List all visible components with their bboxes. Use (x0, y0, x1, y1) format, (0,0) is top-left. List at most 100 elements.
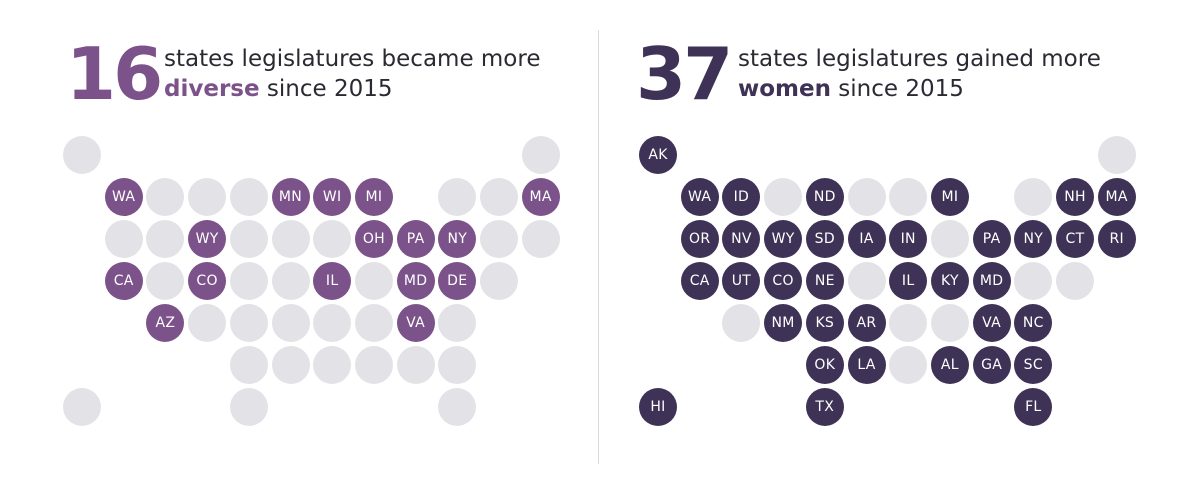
state-tile-mt (764, 178, 803, 216)
state-tile-fl: FL (1014, 388, 1053, 426)
state-tile-ny: NY (438, 220, 477, 258)
state-tile-pa: PA (396, 220, 435, 258)
state-tile-tn (889, 304, 928, 342)
state-tile-ms (313, 346, 352, 384)
state-tile-ga: GA (972, 346, 1011, 384)
state-tile-sd: SD (805, 220, 844, 258)
women-headline: states legislatures gained more women si… (738, 44, 1101, 104)
state-tile-al: AL (930, 346, 969, 384)
state-tile-me (1097, 136, 1136, 174)
state-tile-oh (930, 220, 969, 258)
state-tile-or (104, 220, 143, 258)
state-tile-mi: MI (354, 178, 393, 216)
state-tile-wy: WY (764, 220, 803, 258)
state-tile-ma: MA (521, 178, 560, 216)
state-tile-mt (188, 178, 227, 216)
state-tile-nc: NC (1014, 304, 1053, 342)
state-tile-la: LA (847, 346, 886, 384)
state-tile-ga (396, 346, 435, 384)
state-tile-nd (229, 178, 268, 216)
state-tile-va: VA (972, 304, 1011, 342)
state-tile-or: OR (680, 220, 719, 258)
diverse-count: 16 (66, 32, 163, 116)
state-tile-wi: WI (313, 178, 352, 216)
state-tile-tx: TX (805, 388, 844, 426)
state-tile-ny: NY (1014, 220, 1053, 258)
state-tile-wa: WA (680, 178, 719, 216)
diverse-headline: states legislatures became more diverse … (164, 44, 540, 104)
state-tile-nc (438, 304, 477, 342)
state-tile-ct (480, 220, 518, 258)
state-tile-nv: NV (722, 220, 761, 258)
diverse-headline-line2: diverse since 2015 (164, 74, 540, 104)
state-tile-il: IL (889, 262, 928, 300)
state-tile-vt (1014, 178, 1053, 216)
women-headline-line1: states legislatures gained more (738, 46, 1101, 72)
women-headline-line2: women since 2015 (738, 74, 1101, 104)
state-tile-co: CO (188, 262, 227, 300)
state-tile-ca: CA (104, 262, 143, 300)
state-tile-ky: KY (930, 262, 969, 300)
state-tile-ia: IA (847, 220, 886, 258)
state-tile-ak: AK (639, 136, 677, 174)
state-tile-az: AZ (146, 304, 185, 342)
state-tile-id: ID (722, 178, 761, 216)
diverse-headline-line1: states legislatures became more (164, 46, 541, 72)
state-tile-md: MD (972, 262, 1011, 300)
women-tile-map: AK WA ID ND MI NH MA OR NV WY SD IA IN PA NY CT RI CA UT CO… (600, 0, 1199, 504)
diverse-tile-map: WA MN WI MI MA WY OH PA NY CA CO IL MD DE AZ VA (0, 0, 590, 504)
women-count: 37 (636, 32, 733, 116)
state-tile-ne (229, 262, 268, 300)
diverse-highlight: diverse (164, 76, 260, 102)
state-tile-nm: NM (764, 304, 803, 342)
panel-divider (598, 30, 599, 464)
state-tile-ri (521, 220, 560, 258)
state-tile-id (146, 178, 185, 216)
state-tile-nh (480, 178, 518, 216)
state-tile-pa: PA (972, 220, 1011, 258)
state-tile-wv (354, 304, 393, 342)
state-tile-ct: CT (1056, 220, 1094, 258)
state-tile-mo (847, 262, 886, 300)
state-tile-wy: WY (188, 220, 227, 258)
state-tile-az (722, 304, 761, 342)
state-tile-de (1014, 262, 1053, 300)
state-tile-mo (271, 262, 310, 300)
state-tile-nd: ND (805, 178, 844, 216)
state-tile-hi: HI (639, 388, 677, 426)
state-tile-co: CO (764, 262, 803, 300)
state-tile-il: IL (313, 262, 352, 300)
state-tile-ut: UT (722, 262, 761, 300)
state-tile-tn (313, 304, 352, 342)
state-tile-ut (146, 262, 185, 300)
state-tile-ks: KS (805, 304, 844, 342)
state-tile-ar: AR (847, 304, 886, 342)
state-tile-nj (1056, 262, 1094, 300)
state-tile-me (521, 136, 560, 174)
state-tile-vt (438, 178, 477, 216)
state-tile-nj (480, 262, 518, 300)
state-tile-va: VA (396, 304, 435, 342)
diverse-headline-rest: since 2015 (259, 76, 393, 102)
women-headline-rest: since 2015 (831, 76, 964, 102)
state-tile-hi (63, 388, 101, 426)
state-tile-ne: NE (805, 262, 844, 300)
state-tile-ma: MA (1097, 178, 1136, 216)
state-tile-ms (889, 346, 928, 384)
state-tile-ri: RI (1097, 220, 1136, 258)
state-tile-ok (229, 346, 268, 384)
state-tile-fl (438, 388, 477, 426)
state-tile-nh: NH (1056, 178, 1094, 216)
state-tile-la (271, 346, 310, 384)
panel-diverse: 16 states legislatures became more diver… (0, 0, 590, 504)
state-tile-md: MD (396, 262, 435, 300)
state-tile-ak (63, 136, 101, 174)
state-tile-nm (188, 304, 227, 342)
state-tile-wa: WA (104, 178, 143, 216)
state-tile-de: DE (438, 262, 477, 300)
state-tile-tx (229, 388, 268, 426)
state-tile-ok: OK (805, 346, 844, 384)
state-tile-mn (847, 178, 886, 216)
state-tile-mn: MN (271, 178, 310, 216)
